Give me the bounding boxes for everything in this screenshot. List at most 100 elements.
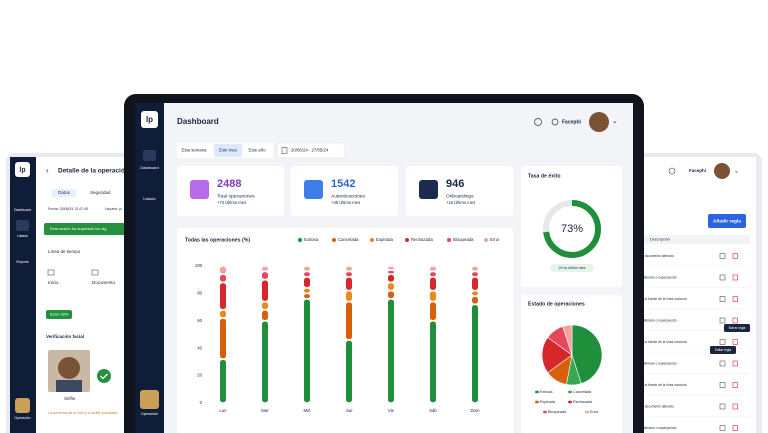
period-tab[interactable]: Esta semana <box>181 148 207 153</box>
left-nav-item[interactable]: Operación <box>14 416 30 420</box>
delete-icon[interactable] <box>732 296 738 302</box>
left-user: Usuario: ju <box>105 207 122 211</box>
rule-row-text: de documento alterado <box>640 254 674 258</box>
avatar[interactable] <box>589 112 609 132</box>
legend-swatch <box>568 400 572 404</box>
right-avatar <box>714 163 730 179</box>
bar-segment <box>346 266 352 271</box>
bar-segment <box>346 291 352 301</box>
legend-label: Exitosa <box>304 237 319 242</box>
left-tab[interactable]: Seguridad <box>90 190 111 195</box>
chart-title: Todas las operaciones (%) <box>185 237 250 243</box>
left-tab-active[interactable] <box>52 189 76 197</box>
rate-card <box>521 166 622 287</box>
legend-swatch <box>370 238 374 242</box>
bar-segment <box>220 318 226 359</box>
left-nav-item[interactable]: Listado <box>17 234 28 238</box>
nav-active <box>143 150 156 161</box>
header-user: Facephi <box>562 119 582 125</box>
left-logo: lp <box>19 167 25 174</box>
bar-card <box>177 228 513 433</box>
back-arrow[interactable]: ‹ <box>46 166 49 175</box>
period-tab[interactable]: Este mes <box>219 148 237 153</box>
bar-segment <box>346 302 352 340</box>
stat-card <box>291 166 398 216</box>
bar-segment <box>346 340 352 403</box>
help-icon[interactable] <box>534 118 542 126</box>
nav-item[interactable]: Dashboard <box>140 166 159 170</box>
bar-segment <box>304 299 310 403</box>
bar-segment <box>304 288 310 293</box>
check-mark <box>100 373 108 380</box>
left-alert-text: Esta sesión ha superado los sig <box>50 226 106 231</box>
stat-value: 946 <box>446 178 464 190</box>
left-nav-active <box>16 220 29 231</box>
bar-segment <box>304 266 310 271</box>
add-rule-text[interactable]: Añadir regla <box>713 218 741 224</box>
edit-icon[interactable] <box>719 360 726 367</box>
delete-icon[interactable] <box>732 253 738 259</box>
selfie-shirt <box>56 380 82 392</box>
delete-icon[interactable] <box>732 317 738 324</box>
delete-icon[interactable] <box>732 339 738 345</box>
rule-row-text: en la fuente de la línea nacional <box>640 340 687 344</box>
stat-icon <box>419 180 438 199</box>
left-tab[interactable]: Datos <box>58 190 71 195</box>
nav-item[interactable]: Operación <box>141 412 159 416</box>
stat-card <box>406 166 513 216</box>
chart-title: Estado de operaciones <box>528 301 585 307</box>
operation-icon <box>140 390 159 409</box>
period-tab[interactable]: Este año <box>249 148 267 153</box>
legend-swatch <box>535 390 539 394</box>
step-icon <box>47 269 55 276</box>
y-tick-label: 0 <box>200 400 203 405</box>
edit-icon[interactable] <box>719 425 726 431</box>
edit-icon[interactable] <box>719 382 726 388</box>
delete-icon[interactable] <box>732 403 738 410</box>
right-chevron[interactable]: ⌄ <box>734 169 739 175</box>
edit-icon[interactable] <box>719 339 726 345</box>
delete-icon[interactable] <box>732 360 738 367</box>
date-picker[interactable] <box>276 142 346 159</box>
bar-segment <box>430 291 436 301</box>
left-nav-item[interactable]: Reporte <box>16 260 29 264</box>
rule-row-text: en la fuente de la línea nacional <box>640 297 687 301</box>
delete-icon[interactable] <box>732 274 738 281</box>
gauge-subtitle: 29 vs último mes <box>559 266 586 270</box>
delete-icon[interactable] <box>732 425 738 431</box>
y-tick-label: 20 <box>197 373 202 378</box>
left-title: Detalle de la operación <box>58 168 129 175</box>
period-tab-active[interactable] <box>214 144 242 157</box>
bar-segment <box>472 272 478 277</box>
tooltip-text: Editar regla <box>715 348 732 352</box>
bar-segment <box>388 291 394 299</box>
x-tick-label: Lun <box>219 408 227 413</box>
calendar-icon <box>281 147 288 154</box>
edit-icon[interactable] <box>719 253 726 259</box>
bar-segment <box>346 277 352 290</box>
edit-icon[interactable] <box>719 274 726 281</box>
add-rule-button[interactable] <box>708 214 746 228</box>
bar-segment <box>388 266 394 270</box>
left-nav-item[interactable]: Dashboard <box>14 208 31 212</box>
edit-icon[interactable] <box>719 403 726 410</box>
gauge-badge <box>550 264 594 272</box>
logo: lp <box>146 115 153 124</box>
legend-swatch <box>535 400 539 404</box>
y-tick-label: 60 <box>197 318 202 323</box>
legend-swatch <box>484 238 488 242</box>
pie-slice <box>541 336 573 374</box>
y-tick-label: 100 <box>195 263 203 268</box>
bar-segment <box>220 359 226 403</box>
bar-segment <box>304 277 310 288</box>
edit-icon[interactable] <box>719 296 726 302</box>
nav-item[interactable]: Listado <box>143 197 155 201</box>
legend-swatch <box>543 410 547 414</box>
globe-icon[interactable] <box>551 118 559 126</box>
date-range[interactable]: 20/06/24 - 27/05/24 <box>291 148 329 153</box>
header-chevron[interactable]: ⌄ <box>612 118 618 125</box>
edit-icon[interactable] <box>719 317 726 324</box>
rule-row-text: n alterado o superpuesto <box>640 275 677 279</box>
delete-icon[interactable] <box>732 382 738 388</box>
